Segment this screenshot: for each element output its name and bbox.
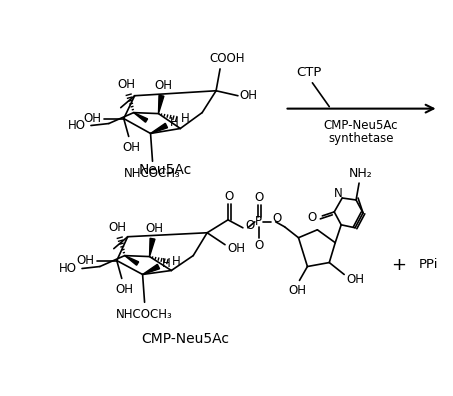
- Text: OH: OH: [118, 78, 136, 91]
- Text: Neu5Ac: Neu5Ac: [139, 163, 192, 177]
- Text: +: +: [391, 255, 406, 274]
- Text: H: H: [162, 257, 171, 270]
- Text: OH: OH: [240, 89, 258, 102]
- Polygon shape: [134, 112, 148, 122]
- Text: O: O: [224, 190, 234, 202]
- Text: NHCOCH₃: NHCOCH₃: [124, 167, 181, 180]
- Text: PPi: PPi: [419, 258, 439, 271]
- Text: HO: HO: [68, 119, 86, 132]
- Polygon shape: [143, 264, 159, 274]
- Text: H: H: [170, 116, 179, 129]
- Text: O: O: [254, 239, 263, 252]
- Text: N: N: [334, 187, 342, 200]
- Text: synthetase: synthetase: [328, 132, 394, 145]
- Polygon shape: [159, 95, 164, 114]
- Text: P: P: [255, 215, 262, 228]
- Text: NHCOCH₃: NHCOCH₃: [116, 308, 173, 321]
- Text: OH: OH: [227, 242, 245, 255]
- Text: H: H: [181, 112, 190, 125]
- Text: O: O: [254, 190, 263, 204]
- Text: H: H: [172, 255, 181, 268]
- Text: CMP-Neu5Ac: CMP-Neu5Ac: [141, 332, 229, 346]
- Text: NH₂: NH₂: [349, 167, 373, 180]
- Text: OH: OH: [83, 112, 101, 125]
- Text: HO: HO: [59, 262, 77, 275]
- Text: OH: OH: [123, 141, 141, 154]
- Text: OH: OH: [154, 79, 173, 92]
- Text: OH: OH: [289, 284, 307, 297]
- Text: O: O: [245, 219, 255, 232]
- Text: O: O: [272, 212, 281, 225]
- Text: CTP: CTP: [297, 67, 322, 79]
- Text: OH: OH: [346, 273, 364, 286]
- Text: OH: OH: [116, 283, 134, 296]
- Text: OH: OH: [145, 222, 164, 235]
- Text: OH: OH: [109, 221, 127, 234]
- Polygon shape: [150, 123, 168, 133]
- Text: O: O: [308, 211, 317, 225]
- Text: CMP-Neu5Ac: CMP-Neu5Ac: [324, 119, 398, 132]
- Polygon shape: [125, 255, 139, 265]
- Text: COOH: COOH: [209, 53, 245, 65]
- Polygon shape: [149, 238, 155, 257]
- Text: OH: OH: [76, 254, 94, 267]
